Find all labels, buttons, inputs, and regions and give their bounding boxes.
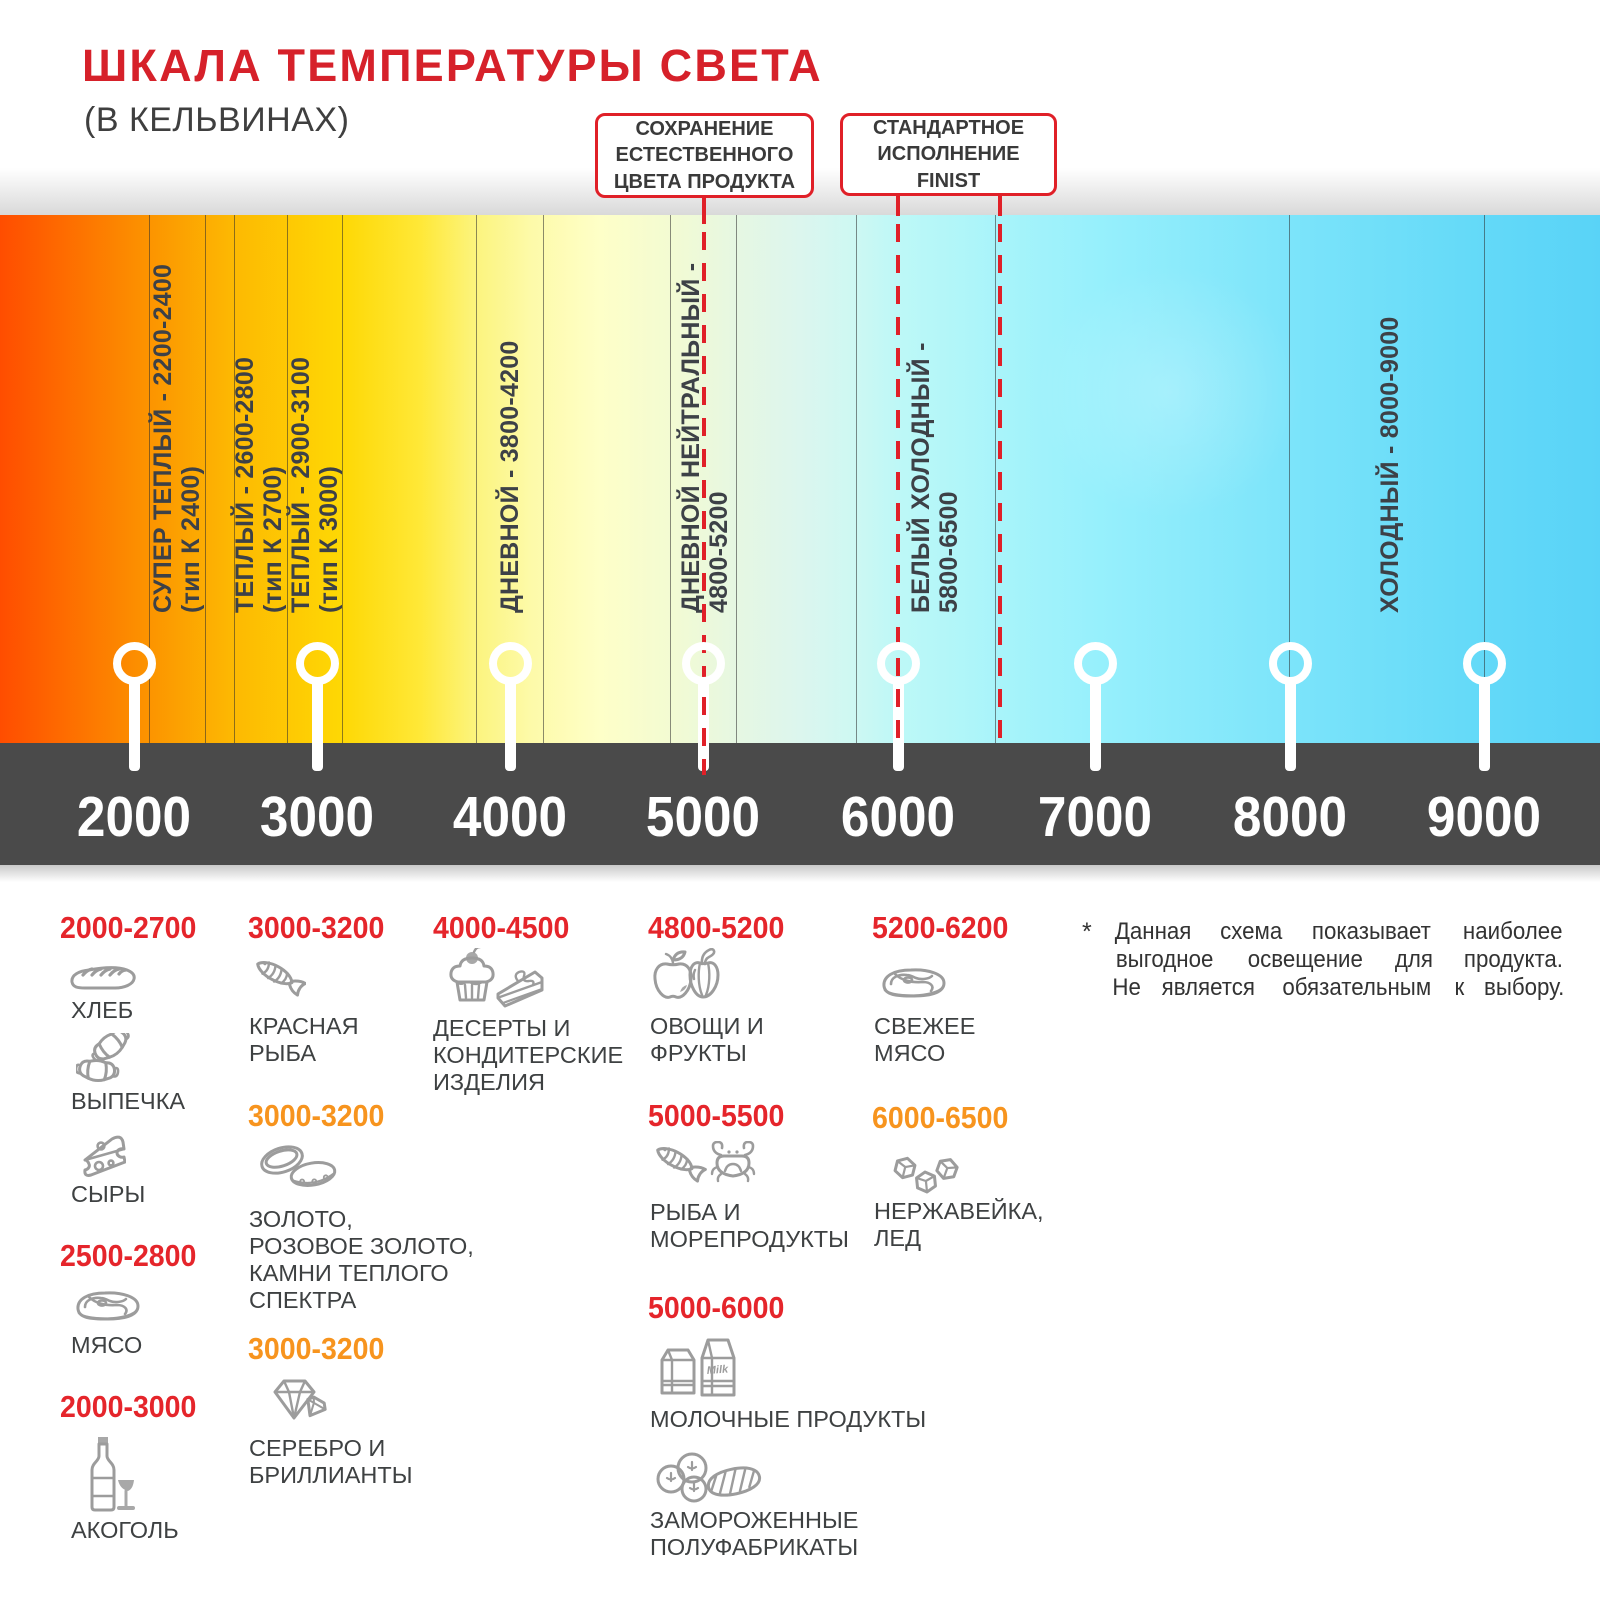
svg-text:Milk: Milk <box>706 1363 729 1377</box>
